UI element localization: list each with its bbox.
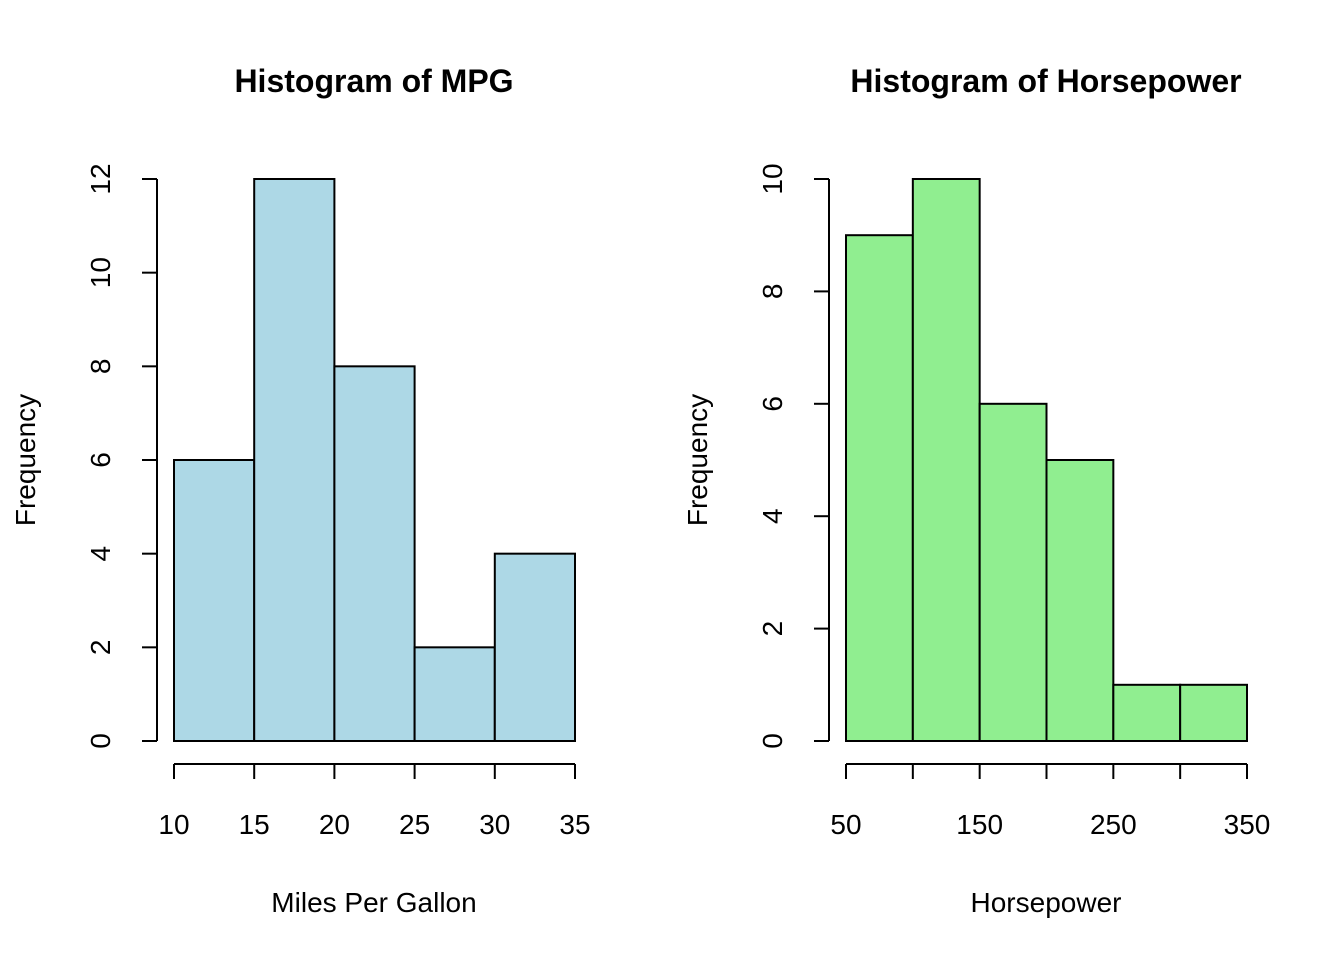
histogram-bar <box>413 646 496 742</box>
x-tick-label: 35 <box>559 809 590 840</box>
bar-group <box>845 178 1248 742</box>
x-axis-label: Horsepower <box>971 887 1122 918</box>
x-tick-label: 10 <box>158 809 189 840</box>
x-axis: 50 150 250 350 <box>830 763 1271 840</box>
y-tick-label: 10 <box>757 163 788 194</box>
y-tick-label: 12 <box>85 163 116 194</box>
y-tick-label: 0 <box>85 733 116 749</box>
y-tick-label: 6 <box>85 452 116 468</box>
y-axis: 0 2 4 6 8 10 12 <box>85 163 158 749</box>
y-tick-label: 2 <box>757 621 788 637</box>
y-axis-label: Frequency <box>682 394 713 526</box>
chart-title: Histogram of MPG <box>234 63 513 99</box>
histogram-bar <box>845 234 914 742</box>
x-tick-label: 15 <box>239 809 270 840</box>
y-tick-label: 4 <box>757 508 788 524</box>
x-tick-label: 250 <box>1090 809 1137 840</box>
y-tick-label: 0 <box>757 733 788 749</box>
histogram-bar <box>253 178 336 742</box>
x-tick-label: 20 <box>319 809 350 840</box>
y-tick-label: 10 <box>85 257 116 288</box>
histogram-bar <box>911 178 981 742</box>
histogram-bar <box>978 402 1048 742</box>
y-tick-label: 2 <box>85 640 116 656</box>
y-tick-label: 8 <box>757 284 788 300</box>
x-tick-label: 350 <box>1224 809 1271 840</box>
x-axis-label: Miles Per Gallon <box>271 887 476 918</box>
x-tick-label: 30 <box>479 809 510 840</box>
histogram-bar <box>1045 459 1115 742</box>
chart-title: Histogram of Horsepower <box>850 63 1241 99</box>
y-tick-label: 8 <box>85 359 116 375</box>
horsepower-histogram-panel: Histogram of Horsepower Horsepower Frequ… <box>682 63 1270 918</box>
y-tick-label: 6 <box>757 396 788 412</box>
y-tick-label: 4 <box>85 546 116 562</box>
mpg-histogram-panel: Histogram of MPG Miles Per Gallon Freque… <box>10 63 591 918</box>
y-axis-label: Frequency <box>10 394 41 526</box>
histogram-bar <box>1179 683 1248 742</box>
y-axis: 0 2 4 6 8 10 <box>757 163 830 749</box>
x-tick-label: 50 <box>830 809 861 840</box>
histogram-bar <box>493 552 576 743</box>
histogram-bar <box>173 459 256 742</box>
histogram-bar <box>333 365 416 742</box>
bar-group <box>173 178 576 743</box>
x-tick-label: 25 <box>399 809 430 840</box>
histogram-bar <box>1112 683 1182 742</box>
x-axis: 10 15 20 25 30 35 <box>158 763 591 840</box>
x-tick-label: 150 <box>956 809 1003 840</box>
